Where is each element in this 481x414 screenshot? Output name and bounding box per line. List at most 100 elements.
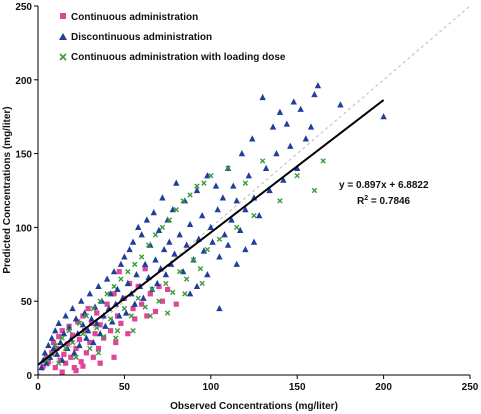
data-point-continuous [56,334,62,340]
data-point-discontinuous [53,350,61,357]
data-point-loading [164,310,171,316]
x-tick-label: 50 [119,382,131,393]
data-point-loading [311,187,318,194]
trendline-equation: y = 0.897x + 6.8822 [339,180,429,191]
data-point-discontinuous [204,271,211,278]
data-point-discontinuous [93,319,100,326]
data-point-loading [149,286,155,293]
data-point-loading [194,183,200,189]
data-point-continuous [63,360,69,366]
data-point-loading [138,254,145,260]
data-point-continuous [142,266,148,272]
data-point-continuous [132,316,138,322]
data-point-loading [170,289,176,296]
x-tick-label: 0 [35,382,41,393]
data-point-loading [111,283,117,290]
data-point-continuous [97,322,103,328]
data-point-loading [104,291,110,297]
data-point-loading [182,291,188,297]
data-point-continuous [54,345,60,352]
legend-label-continuous: Continuous administration [71,12,198,23]
data-point-continuous [85,305,91,312]
data-point-discontinuous [52,327,59,334]
data-point-discontinuous [276,108,284,115]
data-point-discontinuous [57,338,64,346]
data-point-loading [204,246,211,253]
regression-line [37,99,385,366]
data-point-discontinuous [380,113,387,120]
data-point-loading [225,165,231,172]
data-point-continuous [173,301,179,307]
data-point-continuous [156,283,162,290]
data-point-loading [259,158,266,164]
data-point-discontinuous [38,364,45,371]
data-point-loading [159,224,166,231]
data-point-discontinuous [297,105,304,112]
data-point-loading [107,316,114,322]
data-point-discontinuous [259,93,266,101]
data-point-loading [163,280,169,287]
data-point-continuous [139,301,145,307]
data-point-loading [156,298,162,304]
data-point-loading [183,276,190,282]
data-point-discontinuous [160,245,168,253]
data-point-discontinuous [84,327,92,334]
data-point-loading [76,320,83,327]
data-point-loading [125,268,131,275]
x-tick-label: 250 [462,382,479,393]
data-point-loading [59,335,65,341]
data-point-discontinuous [230,182,237,189]
data-point-discontinuous [60,330,68,337]
data-point-discontinuous [48,334,56,341]
data-point-loading [145,242,152,248]
y-tick-label: 0 [26,371,32,382]
data-point-discontinuous [186,290,194,297]
data-point-continuous [80,313,86,319]
data-point-discontinuous [131,300,138,307]
data-point-discontinuous [116,312,123,319]
data-point-discontinuous [216,253,223,260]
data-point-continuous [97,360,103,366]
data-point-discontinuous [249,135,256,142]
data-point-discontinuous [95,282,102,290]
y-tick-label: 250 [15,2,32,13]
data-point-continuous [49,350,55,356]
data-point-continuous [73,367,79,374]
data-point-discontinuous [72,315,80,322]
data-point-discontinuous [62,312,69,319]
data-point-discontinuous [236,226,244,233]
x-tick-label: 150 [289,382,306,393]
data-point-continuous [73,345,79,352]
data-point-continuous [92,331,98,337]
data-point-continuous [40,363,46,369]
data-point-discontinuous [290,98,297,105]
data-point-continuous [104,301,110,307]
data-point-continuous [50,339,57,346]
data-point-continuous [101,335,107,341]
data-point-discontinuous [159,194,166,201]
data-point-continuous [90,354,96,360]
data-point-discontinuous [266,186,273,194]
data-point-loading [62,345,69,352]
data-point-continuous [165,286,171,292]
data-point-continuous [116,269,122,275]
data-point-discontinuous [90,338,97,346]
data-point-continuous [152,308,159,315]
data-point-discontinuous [162,271,170,278]
data-point-discontinuous [173,179,180,186]
identity-line [37,5,471,376]
data-point-loading [277,198,283,204]
data-point-loading [197,266,204,272]
data-point-continuous [111,354,117,360]
data-point-continuous [130,305,136,312]
y-tick-label: 150 [15,150,32,161]
data-point-discontinuous [78,297,85,304]
data-point-continuous [61,351,67,357]
data-point-loading [83,313,90,319]
data-point-discontinuous [314,82,322,89]
data-point-discontinuous [242,245,249,253]
data-point-discontinuous [214,206,221,213]
data-point-discontinuous [133,271,140,278]
y-tick-label: 50 [21,297,33,308]
